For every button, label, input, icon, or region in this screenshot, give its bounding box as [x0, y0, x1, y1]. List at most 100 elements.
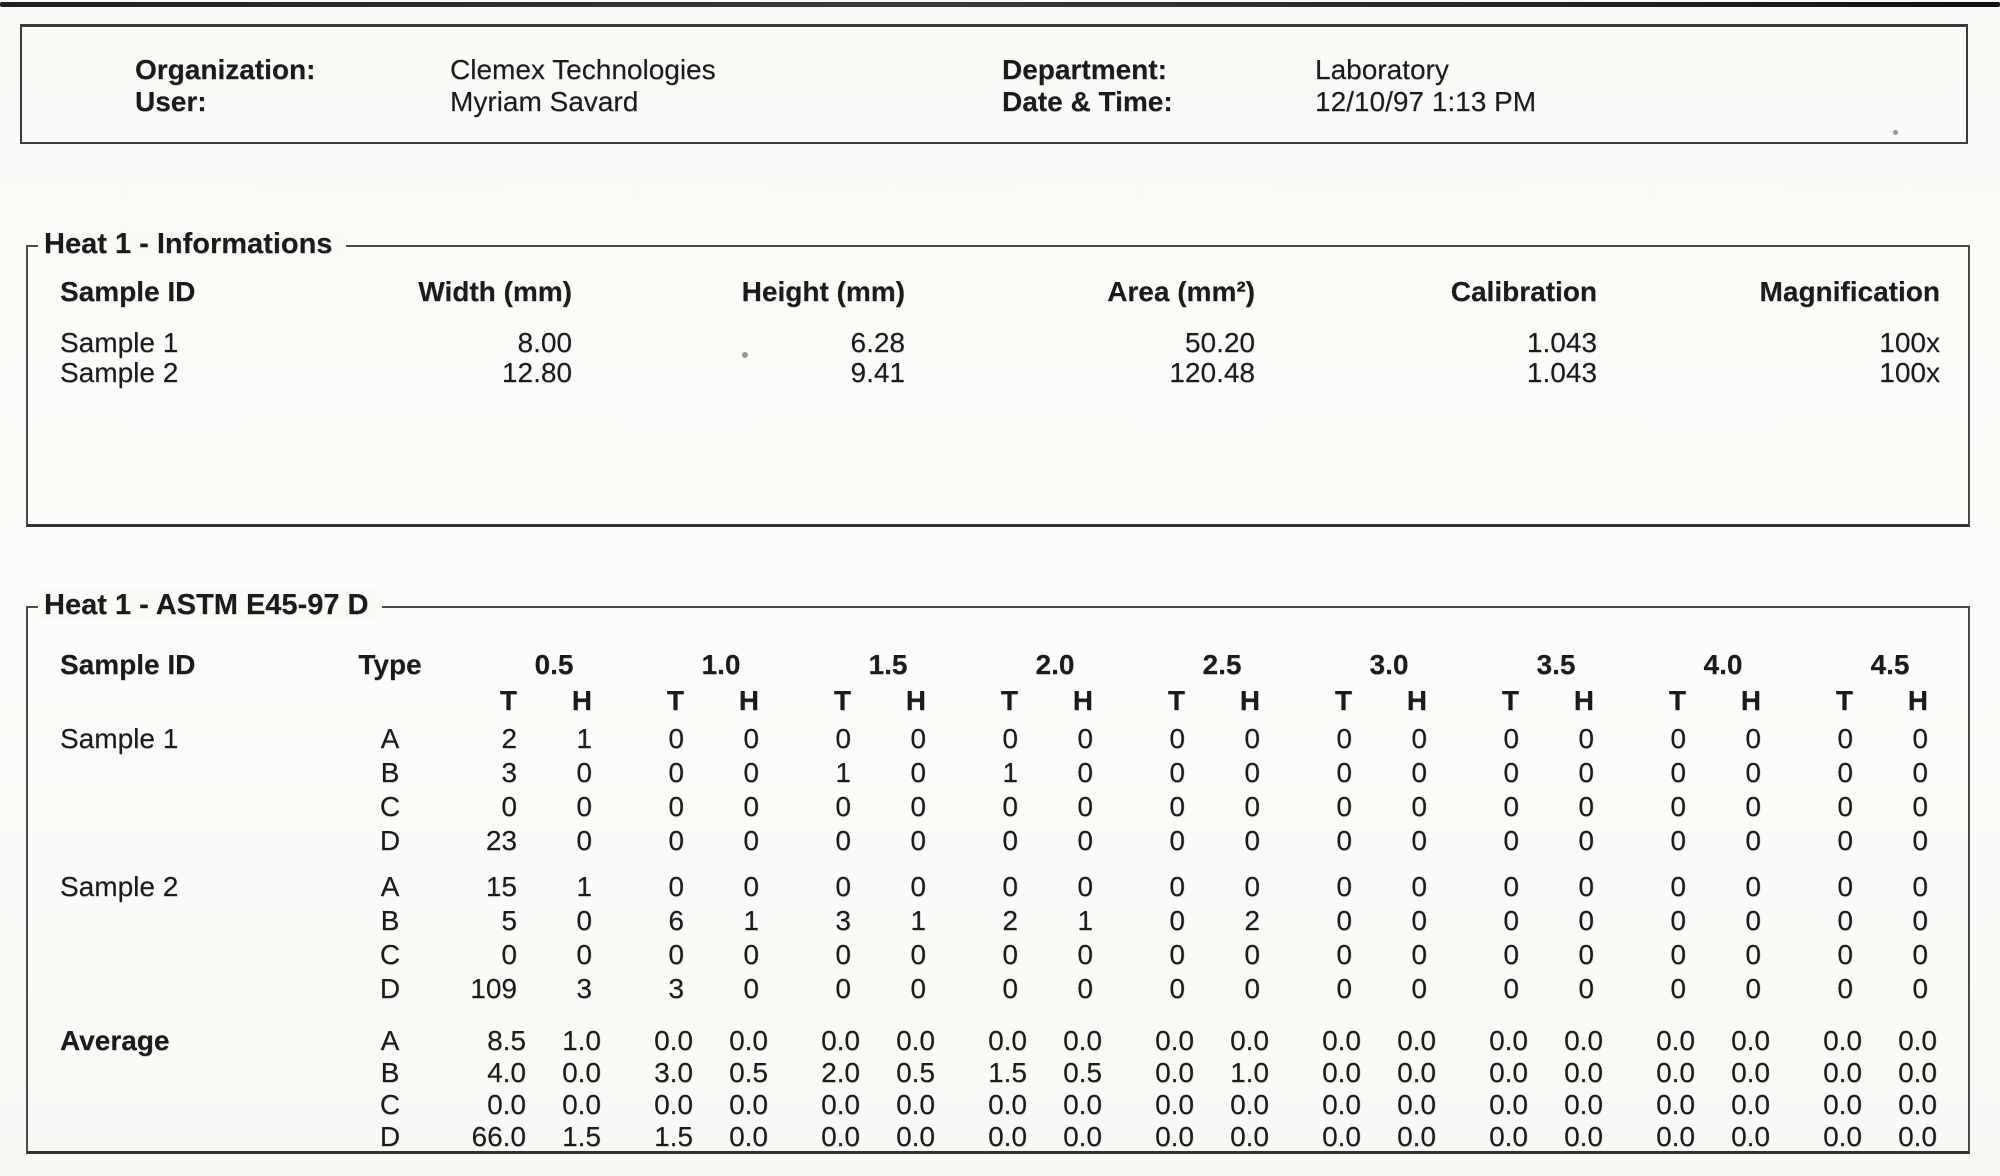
type-letter: A [380, 1025, 400, 1056]
astm-value-t: 0 [1336, 939, 1352, 970]
astm-value-t: 0 [1169, 939, 1185, 970]
astm-value-group: 0.0 0.0 [770, 1089, 937, 1121]
user-value: Myriam Savard [450, 86, 639, 117]
info-table-row: Sample 1 8.00 6.28 50.20 1.043 100x [28, 328, 1968, 358]
astm-value-group: 3.0 0.5 [603, 1057, 770, 1089]
astm-value-h: 0 [1411, 791, 1427, 822]
astm-value-h: 0 [1411, 757, 1427, 788]
astm-value-group: 0.0 0.0 [1438, 1057, 1605, 1089]
info-col-header: Area (mm²) [1107, 276, 1255, 307]
astm-severity-group: 1.0 [603, 646, 770, 684]
astm-value-h: 0 [1077, 757, 1093, 788]
astm-value-h: 0 [576, 905, 592, 936]
astm-sample-block: Sample 2 A 15 1 0 0 0 0 0 0 0 0 0 0 0 0 0 0 0 0 B 5 0 6 1 3 1 2 1 0 2 0… [28, 870, 1968, 1006]
astm-value-h: 0 [743, 791, 759, 822]
astm-value-h: 0 [910, 757, 926, 788]
astm-value-h: 0 [576, 939, 592, 970]
spacer [344, 684, 436, 718]
astm-value-h: 0.0 [1731, 1025, 1770, 1056]
astm-table-row: B 4.0 0.0 3.0 0.5 2.0 0.5 1.5 0.5 0.0 1.0 0.0 0.0 0.0… [28, 1057, 1968, 1089]
astm-value-t: 0 [668, 871, 684, 902]
astm-value-h: 0.0 [562, 1089, 601, 1120]
astm-value-t: 0 [1503, 973, 1519, 1004]
astm-value-group: 0.0 0.0 [1772, 1089, 1939, 1121]
type-letter: A [380, 871, 400, 902]
astm-value-h: 0 [1912, 973, 1928, 1004]
astm-value-h: 0.0 [1397, 1089, 1436, 1120]
astm-value-group: 0.0 0.0 [1271, 1121, 1438, 1153]
astm-value-t: 3.0 [654, 1057, 693, 1088]
astm-value-t: 4.0 [487, 1057, 526, 1088]
type-letter: C [379, 939, 401, 970]
astm-value-t: 1.5 [988, 1057, 1027, 1088]
astm-value-group: 0.0 0.0 [436, 1089, 603, 1121]
astm-value-h: 0.0 [1731, 1057, 1770, 1088]
sample-row-label [28, 756, 344, 790]
astm-value-h: 0 [576, 757, 592, 788]
astm-value-h: 0.0 [1063, 1089, 1102, 1120]
astm-value-t: 2 [501, 723, 517, 754]
astm-value-h: 0 [576, 825, 592, 856]
astm-value-h: 0 [1912, 757, 1928, 788]
astm-value-h: 0.0 [896, 1121, 935, 1152]
astm-value-h: 0 [1578, 757, 1594, 788]
astm-value-h: 0 [910, 939, 926, 970]
datetime-label: Date & Time: [1002, 86, 1173, 117]
astm-value-group: 0.0 1.0 [1104, 1057, 1271, 1089]
astm-severity-label: 3.5 [1536, 649, 1576, 680]
astm-value-h: 0.0 [896, 1025, 935, 1056]
info-value-cell: 6.28 [850, 327, 906, 358]
astm-value-t: 0 [1002, 939, 1018, 970]
astm-subheader-h: H [1740, 685, 1761, 716]
astm-value-group: 0.0 0.0 [1438, 1121, 1605, 1153]
astm-value-h: 0.0 [729, 1121, 768, 1152]
astm-severity-group: 4.5 [1772, 646, 1939, 684]
astm-subheader-h: H [571, 685, 592, 716]
astm-value-h: 0.0 [1898, 1057, 1937, 1088]
astm-value-h: 0 [1244, 973, 1260, 1004]
astm-value-group: 0.0 0.0 [1271, 1025, 1438, 1057]
astm-value-t: 0 [501, 791, 517, 822]
astm-value-t: 15 [485, 871, 517, 902]
astm-value-h: 0.5 [729, 1057, 768, 1088]
astm-subheader-t: T [1000, 685, 1018, 716]
astm-value-t: 3 [501, 757, 517, 788]
astm-value-t: 0.0 [821, 1121, 860, 1152]
astm-value-t: 0 [1336, 723, 1352, 754]
astm-value-t: 1 [835, 757, 851, 788]
type-letter: B [380, 757, 400, 788]
astm-value-h: 0.0 [1898, 1025, 1937, 1056]
report-header-box: Organization: Clemex Technologies User: … [20, 24, 1968, 144]
astm-value-t: 0.0 [1823, 1057, 1862, 1088]
astm-value-group: 0.0 0.0 [1104, 1121, 1271, 1153]
astm-value-h: 0 [1912, 939, 1928, 970]
astm-value-h: 0 [1578, 871, 1594, 902]
astm-type-header: Type [358, 649, 422, 680]
astm-value-h: 1.5 [562, 1121, 601, 1152]
astm-value-group: 0.0 0.0 [1772, 1025, 1939, 1057]
astm-value-t: 0 [1336, 871, 1352, 902]
astm-value-t: 0 [1670, 757, 1686, 788]
sample-row-label [28, 904, 344, 938]
astm-value-t: 0 [835, 723, 851, 754]
type-letter: A [380, 723, 400, 754]
astm-value-h: 0 [1745, 905, 1761, 936]
sample-id-cell: Sample 2 [60, 357, 179, 388]
astm-value-h: 1 [576, 723, 592, 754]
